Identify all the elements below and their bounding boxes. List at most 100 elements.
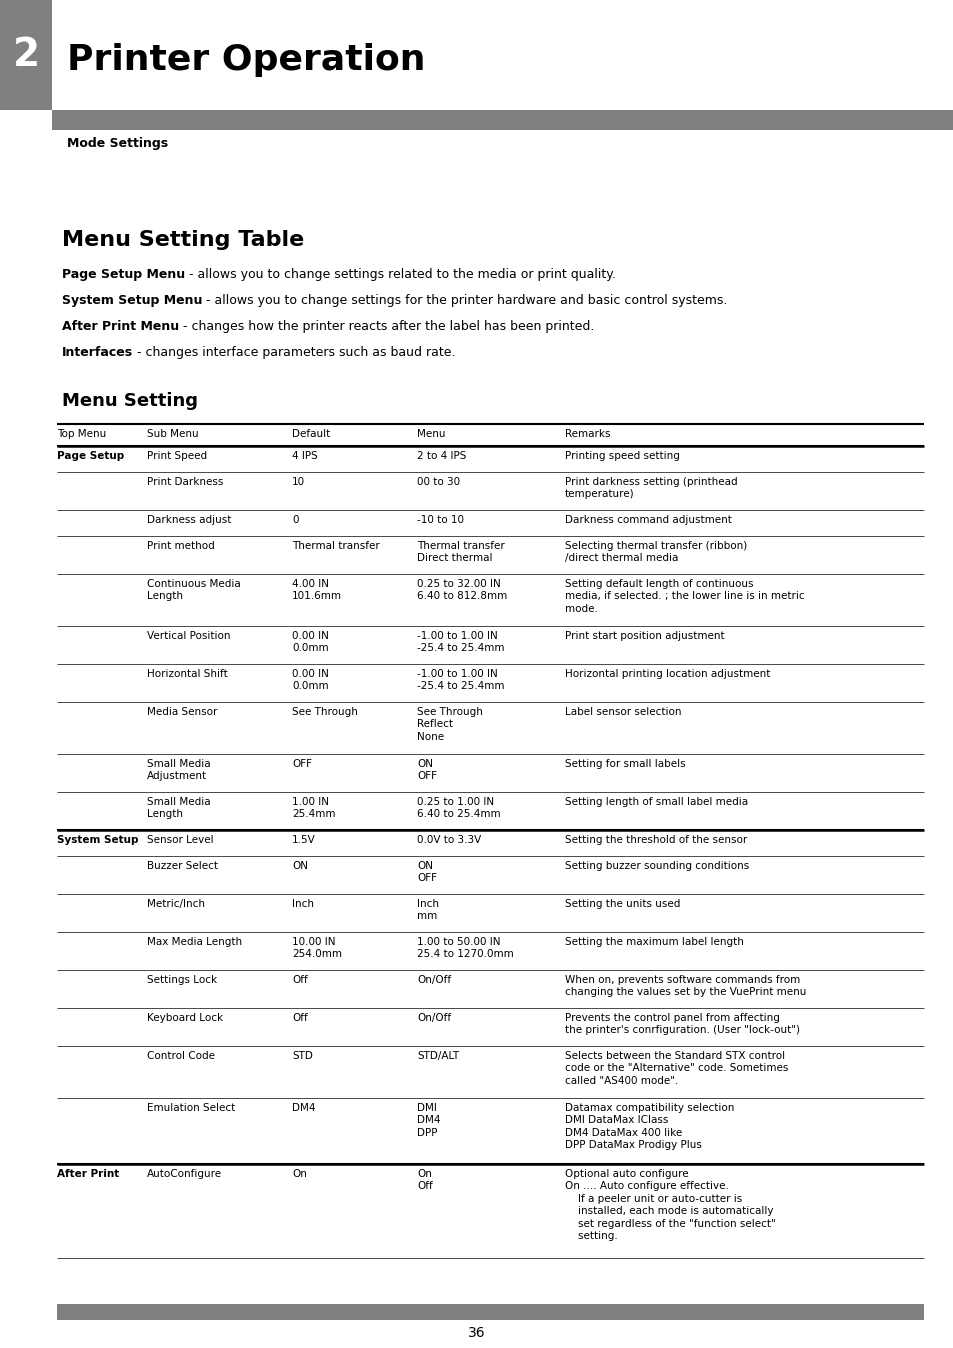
Text: 0.25 to 32.00 IN
6.40 to 812.8mm: 0.25 to 32.00 IN 6.40 to 812.8mm [416, 580, 507, 601]
Text: On: On [292, 1169, 307, 1180]
Text: - changes interface parameters such as baud rate.: - changes interface parameters such as b… [133, 346, 456, 359]
Text: Horizontal Shift: Horizontal Shift [147, 669, 228, 679]
Text: 4.00 IN
101.6mm: 4.00 IN 101.6mm [292, 580, 341, 601]
Text: ON: ON [292, 861, 308, 871]
Text: Emulation Select: Emulation Select [147, 1103, 235, 1113]
Text: Mode Settings: Mode Settings [67, 137, 168, 151]
Text: Setting the threshold of the sensor: Setting the threshold of the sensor [564, 834, 746, 845]
Text: See Through: See Through [292, 706, 357, 717]
Text: Interfaces: Interfaces [62, 346, 133, 359]
Text: Keyboard Lock: Keyboard Lock [147, 1012, 223, 1023]
Text: On
Off: On Off [416, 1169, 433, 1192]
Text: -1.00 to 1.00 IN
-25.4 to 25.4mm: -1.00 to 1.00 IN -25.4 to 25.4mm [416, 631, 504, 654]
Text: Setting for small labels: Setting for small labels [564, 759, 685, 768]
Text: Media Sensor: Media Sensor [147, 706, 217, 717]
Text: Printer Operation: Printer Operation [67, 43, 425, 77]
Text: Printing speed setting: Printing speed setting [564, 452, 679, 461]
Bar [52, 111, 953, 129]
Text: 1.00 to 50.00 IN
25.4 to 1270.0mm: 1.00 to 50.00 IN 25.4 to 1270.0mm [416, 937, 514, 960]
Text: Selecting thermal transfer (ribbon)
/direct thermal media: Selecting thermal transfer (ribbon) /dir… [564, 541, 746, 563]
Text: 36: 36 [468, 1326, 485, 1340]
Text: 0.25 to 1.00 IN
6.40 to 25.4mm: 0.25 to 1.00 IN 6.40 to 25.4mm [416, 797, 500, 820]
Text: Horizontal printing location adjustment: Horizontal printing location adjustment [564, 669, 770, 679]
Text: 4 IPS: 4 IPS [292, 452, 317, 461]
Text: STD: STD [292, 1051, 313, 1061]
Text: Settings Lock: Settings Lock [147, 975, 217, 985]
Text: Off: Off [292, 975, 308, 985]
Text: Darkness adjust: Darkness adjust [147, 515, 232, 524]
Text: Sensor Level: Sensor Level [147, 834, 213, 845]
Text: Max Media Length: Max Media Length [147, 937, 242, 948]
Text: Menu Setting Table: Menu Setting Table [62, 231, 304, 249]
Text: Print darkness setting (printhead
temperature): Print darkness setting (printhead temper… [564, 477, 737, 499]
Text: Darkness command adjustment: Darkness command adjustment [564, 515, 731, 524]
Text: Setting default length of continuous
media, if selected. ; the lower line is in : Setting default length of continuous med… [564, 580, 803, 613]
Text: Selects between the Standard STX control
code or the "Alternative" code. Sometim: Selects between the Standard STX control… [564, 1051, 787, 1085]
Text: Default: Default [292, 429, 330, 439]
Text: When on, prevents software commands from
changing the values set by the VuePrint: When on, prevents software commands from… [564, 975, 805, 998]
Text: - changes how the printer reacts after the label has been printed.: - changes how the printer reacts after t… [179, 319, 594, 333]
Text: Remarks: Remarks [564, 429, 610, 439]
Text: Vertical Position: Vertical Position [147, 631, 231, 642]
Text: 0.00 IN
0.0mm: 0.00 IN 0.0mm [292, 631, 329, 654]
Text: After Print Menu: After Print Menu [62, 319, 179, 333]
Text: Print start position adjustment: Print start position adjustment [564, 631, 724, 642]
Text: 10: 10 [292, 477, 305, 487]
Text: Sub Menu: Sub Menu [147, 429, 198, 439]
Text: - allows you to change settings related to the media or print quality.: - allows you to change settings related … [185, 268, 616, 280]
Text: DM4: DM4 [292, 1103, 315, 1113]
Text: Page Setup: Page Setup [57, 452, 124, 461]
Text: Setting the maximum label length: Setting the maximum label length [564, 937, 743, 948]
Text: Label sensor selection: Label sensor selection [564, 706, 680, 717]
Text: ON
OFF: ON OFF [416, 759, 436, 782]
Text: Page Setup Menu: Page Setup Menu [62, 268, 185, 280]
Text: Thermal transfer
Direct thermal: Thermal transfer Direct thermal [416, 541, 504, 563]
Text: Off: Off [292, 1012, 308, 1023]
Text: Prevents the control panel from affecting
the printer's conrfiguration. (User "l: Prevents the control panel from affectin… [564, 1012, 800, 1035]
Text: Metric/Inch: Metric/Inch [147, 899, 205, 909]
Text: -1.00 to 1.00 IN
-25.4 to 25.4mm: -1.00 to 1.00 IN -25.4 to 25.4mm [416, 669, 504, 692]
Text: OFF: OFF [292, 759, 312, 768]
Text: 10.00 IN
254.0mm: 10.00 IN 254.0mm [292, 937, 341, 960]
Text: 2: 2 [12, 36, 39, 74]
Text: Small Media
Adjustment: Small Media Adjustment [147, 759, 211, 782]
Bar [57, 1304, 923, 1320]
Text: Continuous Media
Length: Continuous Media Length [147, 580, 240, 601]
Text: 0.00 IN
0.0mm: 0.00 IN 0.0mm [292, 669, 329, 692]
Text: On/Off: On/Off [416, 975, 451, 985]
Text: Print Speed: Print Speed [147, 452, 207, 461]
Text: ON
OFF: ON OFF [416, 861, 436, 883]
Text: Buzzer Select: Buzzer Select [147, 861, 218, 871]
Text: Thermal transfer: Thermal transfer [292, 541, 379, 551]
Text: Print Darkness: Print Darkness [147, 477, 223, 487]
Text: STD/ALT: STD/ALT [416, 1051, 458, 1061]
Text: On/Off: On/Off [416, 1012, 451, 1023]
Text: System Setup Menu: System Setup Menu [62, 294, 202, 307]
Text: 0: 0 [292, 515, 298, 524]
Text: Inch
mm: Inch mm [416, 899, 438, 922]
Text: Menu: Menu [416, 429, 445, 439]
Text: 2 to 4 IPS: 2 to 4 IPS [416, 452, 466, 461]
Text: 0.0V to 3.3V: 0.0V to 3.3V [416, 834, 480, 845]
Text: System Setup: System Setup [57, 834, 138, 845]
Text: - allows you to change settings for the printer hardware and basic control syste: - allows you to change settings for the … [202, 294, 727, 307]
Text: 1.00 IN
25.4mm: 1.00 IN 25.4mm [292, 797, 335, 820]
Text: Top Menu: Top Menu [57, 429, 106, 439]
Text: DMI
DM4
DPP: DMI DM4 DPP [416, 1103, 440, 1138]
Text: Control Code: Control Code [147, 1051, 214, 1061]
Text: Inch: Inch [292, 899, 314, 909]
Text: -10 to 10: -10 to 10 [416, 515, 463, 524]
Text: 1.5V: 1.5V [292, 834, 315, 845]
Text: Setting length of small label media: Setting length of small label media [564, 797, 747, 807]
Text: Print method: Print method [147, 541, 214, 551]
Text: Optional auto configure
On .... Auto configure effective.
    If a peeler unit o: Optional auto configure On .... Auto con… [564, 1169, 775, 1242]
Text: See Through
Reflect
None: See Through Reflect None [416, 706, 482, 741]
Text: 00 to 30: 00 to 30 [416, 477, 459, 487]
Text: Datamax compatibility selection
DMI DataMax IClass
DM4 DataMax 400 like
DPP Data: Datamax compatibility selection DMI Data… [564, 1103, 734, 1150]
Text: Small Media
Length: Small Media Length [147, 797, 211, 820]
Text: Setting the units used: Setting the units used [564, 899, 679, 909]
Bar [0, 0, 52, 111]
Text: Setting buzzer sounding conditions: Setting buzzer sounding conditions [564, 861, 748, 871]
Text: After Print: After Print [57, 1169, 119, 1180]
Text: Menu Setting: Menu Setting [62, 392, 198, 410]
